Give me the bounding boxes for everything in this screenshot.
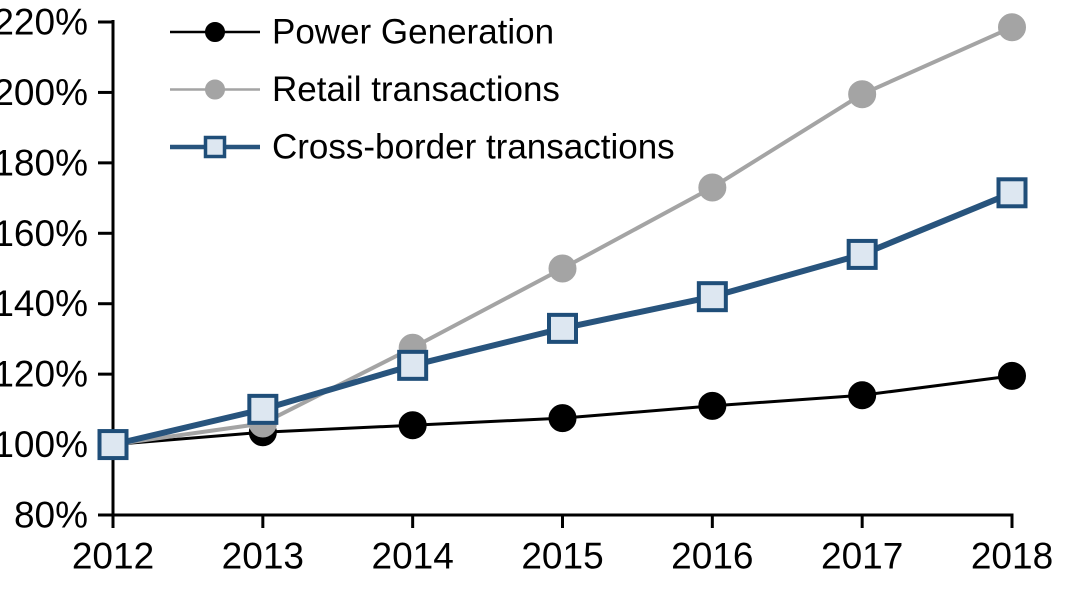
y-tick-label: 200% [0, 72, 88, 113]
y-tick-label: 120% [0, 354, 88, 395]
data-point-marker [848, 80, 877, 109]
legend-item-retail-transactions: Retail transactions [170, 70, 560, 109]
x-tick-label: 2013 [222, 536, 304, 577]
legend-item-cross-border-transactions: Cross-border transactions [170, 128, 675, 167]
data-point-marker [998, 13, 1026, 42]
data-point-marker [996, 177, 1028, 209]
legend-label: Retail transactions [272, 70, 560, 109]
y-tick-label: 160% [0, 213, 88, 254]
x-tick-label: 2018 [971, 536, 1053, 577]
data-point-marker [247, 393, 279, 425]
data-point-marker [97, 429, 129, 461]
data-point-marker [547, 312, 578, 344]
y-tick-label: 140% [0, 283, 88, 324]
y-tick-label: 220% [0, 2, 88, 43]
legend-item-power-generation: Power Generation [170, 13, 554, 52]
data-point-marker [203, 135, 227, 159]
x-tick-label: 2014 [372, 536, 454, 577]
x-tick-label: 2016 [671, 536, 753, 577]
data-point-marker [205, 79, 225, 100]
data-point-marker [698, 173, 727, 202]
y-tick-label: 100% [0, 424, 88, 465]
x-tick-label: 2015 [521, 536, 603, 577]
series-cross-border-transactions [97, 177, 1028, 461]
legend-label: Cross-border transactions [272, 128, 675, 167]
x-tick-label: 2012 [72, 536, 154, 577]
data-point-marker [846, 238, 878, 270]
data-point-marker [397, 349, 429, 381]
data-point-marker [398, 411, 427, 440]
data-point-marker [848, 381, 877, 410]
x-axis: 2012 2013 2014 2015 2016 2017 2018 [72, 515, 1053, 577]
data-point-marker [205, 22, 225, 42]
legend-label: Power Generation [272, 13, 554, 52]
data-point-marker [696, 281, 728, 313]
data-point-marker [698, 391, 727, 420]
x-tick-label: 2017 [821, 536, 903, 577]
y-tick-label: 180% [0, 142, 88, 183]
data-point-marker [548, 404, 577, 433]
data-point-marker [998, 361, 1026, 390]
y-axis: 80% 100% 120% 140% 160% 180% 200% 220% [0, 2, 113, 536]
data-point-marker [548, 254, 577, 283]
y-tick-label: 80% [14, 495, 88, 536]
legend: Power Generation Retail transactions Cross… [170, 13, 675, 167]
series-power-generation [99, 361, 1026, 459]
